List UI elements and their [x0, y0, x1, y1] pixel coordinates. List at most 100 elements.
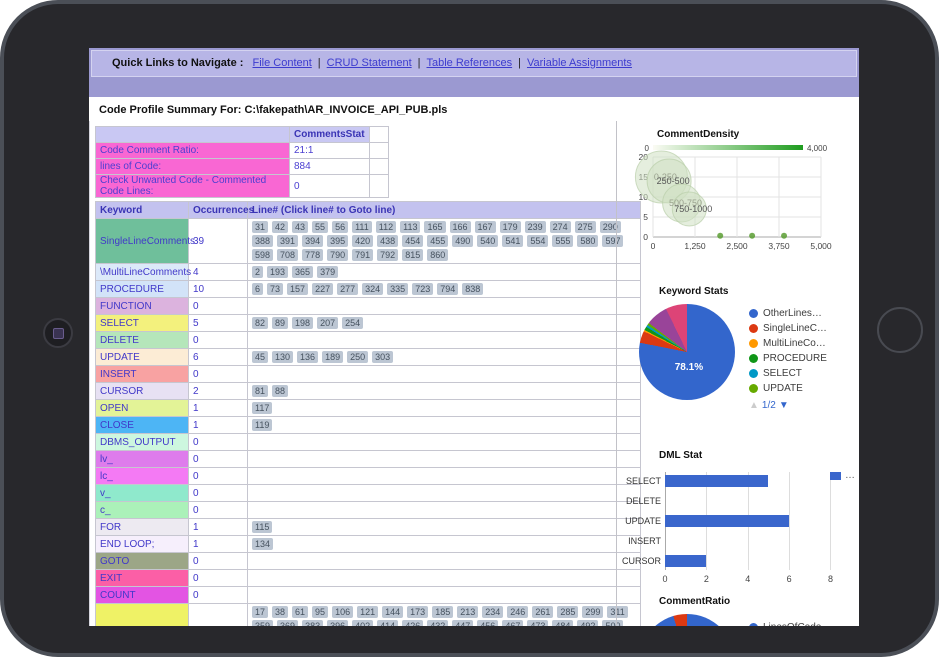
- line-number-link[interactable]: 414: [377, 620, 399, 626]
- line-number-link[interactable]: 554: [527, 235, 549, 247]
- line-number-link[interactable]: 166: [449, 221, 471, 233]
- line-number-link[interactable]: 189: [322, 351, 344, 363]
- line-number-link[interactable]: 365: [292, 266, 314, 278]
- line-number-link[interactable]: 778: [302, 249, 324, 261]
- legend-item[interactable]: SingleLineC…: [749, 321, 827, 336]
- line-number-link[interactable]: 299: [582, 606, 604, 618]
- line-number-link[interactable]: 61: [292, 606, 309, 618]
- line-number-link[interactable]: 335: [387, 283, 409, 295]
- line-number-link[interactable]: 38: [272, 606, 289, 618]
- line-number-link[interactable]: 117: [252, 402, 273, 414]
- line-number-link[interactable]: 285: [557, 606, 579, 618]
- line-number-link[interactable]: 456: [477, 620, 499, 626]
- line-number-link[interactable]: 73: [267, 283, 284, 295]
- line-number-link[interactable]: 311: [607, 606, 628, 618]
- line-number-link[interactable]: 794: [437, 283, 459, 295]
- line-number-link[interactable]: 119: [252, 419, 273, 431]
- line-number-link[interactable]: 31: [252, 221, 269, 233]
- line-number-link[interactable]: 157: [287, 283, 309, 295]
- line-number-link[interactable]: 111: [352, 221, 372, 233]
- line-number-link[interactable]: 144: [382, 606, 404, 618]
- line-number-link[interactable]: 391: [277, 235, 299, 247]
- keyword-stats-pie[interactable]: 78.1%: [639, 304, 735, 400]
- line-number-link[interactable]: 81: [252, 385, 269, 397]
- line-number-link[interactable]: 173: [407, 606, 429, 618]
- line-number-link[interactable]: 723: [412, 283, 434, 295]
- line-number-link[interactable]: 580: [577, 235, 599, 247]
- line-number-link[interactable]: 82: [252, 317, 269, 329]
- line-number-link[interactable]: 426: [402, 620, 424, 626]
- line-number-link[interactable]: 89: [272, 317, 289, 329]
- legend-item[interactable]: LinesOfCode: [749, 620, 824, 626]
- line-number-link[interactable]: 379: [317, 266, 339, 278]
- line-number-link[interactable]: 359: [252, 620, 274, 626]
- line-number-link[interactable]: 438: [377, 235, 399, 247]
- legend-item[interactable]: OtherLines…: [749, 306, 827, 321]
- line-number-link[interactable]: 395: [327, 235, 349, 247]
- line-number-link[interactable]: 185: [432, 606, 454, 618]
- line-number-link[interactable]: 2: [252, 266, 264, 278]
- line-number-link[interactable]: 207: [317, 317, 339, 329]
- line-number-link[interactable]: 274: [549, 221, 571, 233]
- line-number-link[interactable]: 455: [427, 235, 449, 247]
- bar-update[interactable]: [665, 515, 790, 527]
- pager-up-icon[interactable]: ▲: [749, 400, 759, 411]
- legend-item[interactable]: SELECT: [749, 366, 827, 381]
- line-number-link[interactable]: 790: [327, 249, 349, 261]
- line-number-link[interactable]: 113: [400, 221, 421, 233]
- quick-link-file-content[interactable]: File Content: [252, 57, 312, 69]
- dml-stat-bar-chart[interactable]: 0 2 4 6 8 SELECT DELETE UPDATE INSERT CURSOR…: [617, 468, 859, 590]
- quick-link-table-references[interactable]: Table References: [426, 57, 513, 69]
- bar-select[interactable]: [665, 475, 769, 487]
- line-number-link[interactable]: 130: [272, 351, 294, 363]
- line-number-link[interactable]: 275: [574, 221, 596, 233]
- line-number-link[interactable]: 277: [337, 283, 359, 295]
- line-number-link[interactable]: 43: [292, 221, 309, 233]
- bar-cursor[interactable]: [665, 555, 707, 567]
- line-number-link[interactable]: 555: [552, 235, 574, 247]
- line-number-link[interactable]: 45: [252, 351, 269, 363]
- quick-link-crud-statement[interactable]: CRUD Statement: [326, 57, 412, 69]
- line-number-link[interactable]: 490: [452, 235, 474, 247]
- line-number-link[interactable]: 167: [474, 221, 496, 233]
- line-number-link[interactable]: 792: [377, 249, 399, 261]
- line-number-link[interactable]: 383: [302, 620, 324, 626]
- line-number-link[interactable]: 473: [527, 620, 549, 626]
- line-number-link[interactable]: 467: [502, 620, 524, 626]
- quick-link-variable-assignments[interactable]: Variable Assignments: [526, 57, 632, 69]
- line-number-link[interactable]: 402: [352, 620, 374, 626]
- line-number-link[interactable]: 56: [332, 221, 349, 233]
- line-number-link[interactable]: 55: [312, 221, 329, 233]
- line-number-link[interactable]: 454: [402, 235, 424, 247]
- line-number-link[interactable]: 447: [452, 620, 474, 626]
- line-number-link[interactable]: 261: [532, 606, 554, 618]
- line-number-link[interactable]: 860: [427, 249, 449, 261]
- comment-ratio-pie[interactable]: 95.4%: [639, 614, 735, 626]
- line-number-link[interactable]: 106: [332, 606, 354, 618]
- line-number-link[interactable]: 121: [357, 606, 379, 618]
- line-number-link[interactable]: 394: [302, 235, 324, 247]
- line-number-link[interactable]: 250: [347, 351, 369, 363]
- comment-density-bubble-chart[interactable]: 04,0000510152001,2502,5003,7505,0000-250…: [617, 143, 849, 253]
- line-number-link[interactable]: 500: [602, 620, 624, 626]
- line-number-link[interactable]: 95: [312, 606, 329, 618]
- line-number-link[interactable]: 303: [372, 351, 394, 363]
- line-number-link[interactable]: 17: [252, 606, 269, 618]
- line-number-link[interactable]: 708: [277, 249, 299, 261]
- line-number-link[interactable]: 369: [277, 620, 299, 626]
- line-number-link[interactable]: 388: [252, 235, 274, 247]
- legend-item[interactable]: PROCEDURE: [749, 351, 827, 366]
- line-number-link[interactable]: 134: [252, 538, 274, 550]
- line-number-link[interactable]: 112: [375, 221, 397, 233]
- line-number-link[interactable]: 227: [312, 283, 334, 295]
- line-number-link[interactable]: 165: [424, 221, 446, 233]
- line-number-link[interactable]: 254: [342, 317, 364, 329]
- home-button[interactable]: [43, 318, 73, 348]
- line-number-link[interactable]: 193: [267, 266, 289, 278]
- line-number-link[interactable]: 541: [502, 235, 524, 247]
- pager-down-icon[interactable]: ▼: [778, 400, 789, 411]
- legend-item[interactable]: MultiLineCo…: [749, 336, 827, 351]
- line-number-link[interactable]: 420: [352, 235, 374, 247]
- line-number-link[interactable]: 136: [297, 351, 319, 363]
- line-number-link[interactable]: 198: [292, 317, 314, 329]
